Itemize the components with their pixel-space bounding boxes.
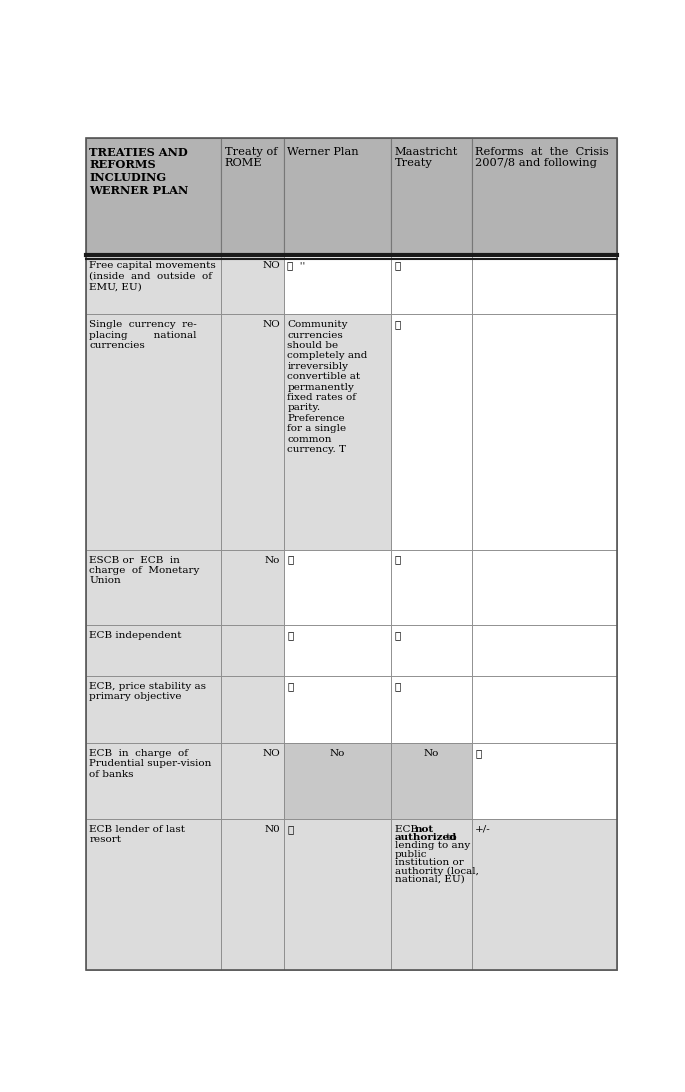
Bar xyxy=(471,819,616,970)
Bar xyxy=(471,256,616,314)
Text: ✓: ✓ xyxy=(395,556,401,565)
Text: ESCB or  ECB  in
charge  of  Monetary
Union: ESCB or ECB in charge of Monetary Union xyxy=(89,556,200,585)
Bar xyxy=(284,256,391,314)
Text: NO: NO xyxy=(262,320,280,329)
Text: Werner Plan: Werner Plan xyxy=(288,146,359,156)
Text: ✓: ✓ xyxy=(288,824,294,833)
Text: ✓: ✓ xyxy=(288,556,294,565)
Bar xyxy=(284,676,391,744)
Text: +/-: +/- xyxy=(475,824,491,833)
Bar xyxy=(284,626,391,676)
Bar xyxy=(471,626,616,676)
Bar xyxy=(391,314,471,549)
Bar xyxy=(86,626,221,676)
Bar xyxy=(471,314,616,549)
Bar xyxy=(391,744,471,819)
Bar xyxy=(391,626,471,676)
Text: Single  currency  re-
placing        national
currencies: Single currency re- placing national cur… xyxy=(89,320,197,351)
Text: Community
currencies
should be
completely and
irreversibly
convertible at
perman: Community currencies should be completel… xyxy=(288,320,368,454)
Bar xyxy=(284,314,391,549)
Text: ✓  '': ✓ '' xyxy=(288,261,306,271)
Text: Free capital movements
(inside  and  outside  of
EMU, EU): Free capital movements (inside and outsi… xyxy=(89,261,216,292)
Bar xyxy=(284,819,391,970)
Bar xyxy=(86,256,221,314)
Text: to: to xyxy=(443,833,457,842)
Text: ✓: ✓ xyxy=(395,681,401,691)
Bar xyxy=(471,676,616,744)
Bar xyxy=(86,314,221,549)
Bar xyxy=(86,819,221,970)
Text: authority (local,: authority (local, xyxy=(395,867,478,876)
Text: ✓: ✓ xyxy=(475,749,482,758)
Bar xyxy=(284,549,391,626)
Text: ECB: ECB xyxy=(395,824,421,833)
Text: public: public xyxy=(395,850,427,858)
Bar xyxy=(391,549,471,626)
Text: No: No xyxy=(423,749,439,758)
Text: ✓: ✓ xyxy=(395,261,401,271)
Text: ECB lender of last
resort: ECB lender of last resort xyxy=(89,824,186,844)
Text: ✓: ✓ xyxy=(395,320,401,329)
Bar xyxy=(284,744,391,819)
Bar xyxy=(86,549,221,626)
Text: No: No xyxy=(264,556,280,565)
Bar xyxy=(86,744,221,819)
Bar xyxy=(221,138,284,256)
Bar xyxy=(391,676,471,744)
Bar xyxy=(391,138,471,256)
Bar xyxy=(221,819,284,970)
Bar xyxy=(221,626,284,676)
Text: NO: NO xyxy=(262,749,280,758)
Text: Maastricht
Treaty: Maastricht Treaty xyxy=(395,146,458,168)
Text: NO: NO xyxy=(262,261,280,271)
Bar xyxy=(471,549,616,626)
Text: ✓: ✓ xyxy=(288,631,294,640)
Text: TREATIES AND
REFORMS
INCLUDING
WERNER PLAN: TREATIES AND REFORMS INCLUDING WERNER PL… xyxy=(89,146,188,195)
Bar xyxy=(391,256,471,314)
Text: N0: N0 xyxy=(264,824,280,833)
Text: not: not xyxy=(415,824,434,833)
Text: No: No xyxy=(329,749,345,758)
Text: ECB independent: ECB independent xyxy=(89,631,182,640)
Text: ✓: ✓ xyxy=(395,631,401,640)
Bar xyxy=(221,549,284,626)
Bar xyxy=(471,138,616,256)
Text: institution or: institution or xyxy=(395,858,463,867)
Bar xyxy=(221,676,284,744)
Bar xyxy=(221,256,284,314)
Text: Reforms  at  the  Crisis
2007/8 and following: Reforms at the Crisis 2007/8 and followi… xyxy=(475,146,609,168)
Text: Treaty of
ROME: Treaty of ROME xyxy=(225,146,277,168)
Text: ECB  in  charge  of
Prudential super-vision
of banks: ECB in charge of Prudential super-vision… xyxy=(89,749,212,779)
Bar xyxy=(391,819,471,970)
Text: authorized: authorized xyxy=(395,833,457,842)
Bar xyxy=(86,138,221,256)
Text: ✓: ✓ xyxy=(288,681,294,691)
Bar xyxy=(471,744,616,819)
Text: national, EU): national, EU) xyxy=(395,875,464,885)
Bar xyxy=(221,744,284,819)
Bar xyxy=(284,138,391,256)
Text: lending to any: lending to any xyxy=(395,842,470,851)
Bar xyxy=(86,676,221,744)
Text: ECB, price stability as
primary objective: ECB, price stability as primary objectiv… xyxy=(89,681,206,701)
Bar xyxy=(221,314,284,549)
